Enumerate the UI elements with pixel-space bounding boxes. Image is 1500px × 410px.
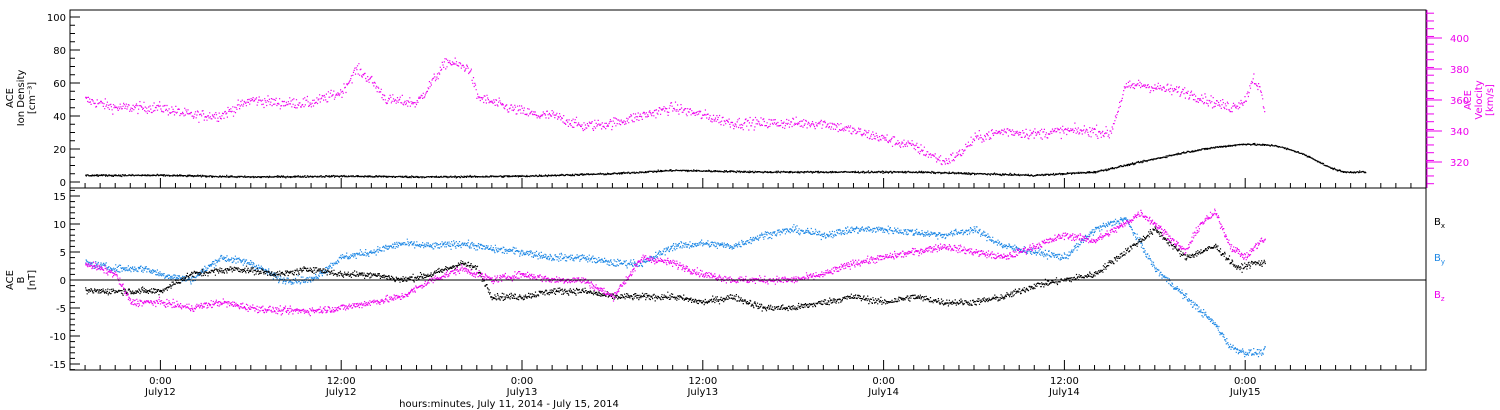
b-tick-label: 10 <box>53 220 66 231</box>
density-axis-title-line: [cm⁻³] <box>27 82 38 114</box>
velocity-axis-title-line: ACE <box>1463 90 1474 110</box>
b-axis-title-line: [nT] <box>27 270 38 290</box>
density-tick-label: 40 <box>53 112 66 123</box>
legend-bz: Bz <box>1434 290 1445 303</box>
density-tick-label: 80 <box>53 46 66 57</box>
density-axis-title-line: Ion Density <box>16 70 27 127</box>
x-tick-date-label: July13 <box>506 387 538 398</box>
density-axis-title: ACE Ion Density [cm⁻³] <box>5 70 38 127</box>
bz-points <box>85 208 1266 317</box>
density-tick-label: 0 <box>60 178 66 189</box>
x-tick-time-label: 12:00 <box>327 376 356 387</box>
velocity-axis-title-line: Velocity <box>1474 80 1485 119</box>
velocity-tick-label: 380 <box>1450 65 1469 76</box>
x-axis-title: hours:minutes, July 11, 2014 - July 15, … <box>399 399 619 410</box>
density-tick-label: 100 <box>47 13 66 24</box>
ion-density-points <box>85 142 1367 179</box>
text-layer: 0 20 40 60 80 100 320 340 360 380 400 -15 -10 -5 0 5 10 1… <box>5 13 1496 410</box>
x-tick-date-label: July14 <box>1048 387 1080 398</box>
x-tick-time-label: 0:00 <box>149 376 171 387</box>
x-tick-time-label: 12:00 <box>688 376 717 387</box>
legend-by: By <box>1434 253 1445 266</box>
by-points <box>85 217 1266 358</box>
x-tick-date-label: July13 <box>686 387 718 398</box>
x-tick-time-label: 0:00 <box>511 376 533 387</box>
density-tick-label: 60 <box>53 79 66 90</box>
b-tick-label: 5 <box>60 248 66 259</box>
x-tick-time-label: 0:00 <box>872 376 894 387</box>
axes-layer <box>69 9 1442 371</box>
x-tick-time-label: 0:00 <box>1234 376 1256 387</box>
velocity-tick-label: 400 <box>1450 34 1469 45</box>
bx-points <box>85 226 1266 312</box>
density-tick-label: 20 <box>53 145 66 156</box>
velocity-axis-title-line: [km/s] <box>1485 84 1496 116</box>
x-tick-date-label: July14 <box>867 387 899 398</box>
data-layer <box>85 57 1367 358</box>
x-tick-date-label: July15 <box>1229 387 1261 398</box>
velocity-tick-label: 360 <box>1450 96 1469 107</box>
x-tick-time-label: 12:00 <box>1050 376 1079 387</box>
b-axis-title: ACE B [nT] <box>5 270 38 290</box>
velocity-tick-label: 320 <box>1450 158 1469 169</box>
velocity-points <box>85 57 1266 166</box>
velocity-tick-label: 340 <box>1450 127 1469 138</box>
legend-bx: Bx <box>1434 217 1445 230</box>
b-tick-label: -15 <box>50 360 66 371</box>
b-axis-title-line: ACE <box>5 270 16 290</box>
b-axis-title-line: B <box>16 276 27 283</box>
b-tick-label: 15 <box>53 192 66 203</box>
x-tick-date-label: July12 <box>144 387 176 398</box>
b-tick-label: -5 <box>56 304 66 315</box>
b-tick-label: -10 <box>50 332 66 343</box>
x-tick-date-label: July12 <box>325 387 357 398</box>
density-axis-title-line: ACE <box>5 88 16 108</box>
velocity-axis-title: ACE Velocity [km/s] <box>1463 80 1496 119</box>
b-tick-label: 0 <box>60 276 66 287</box>
